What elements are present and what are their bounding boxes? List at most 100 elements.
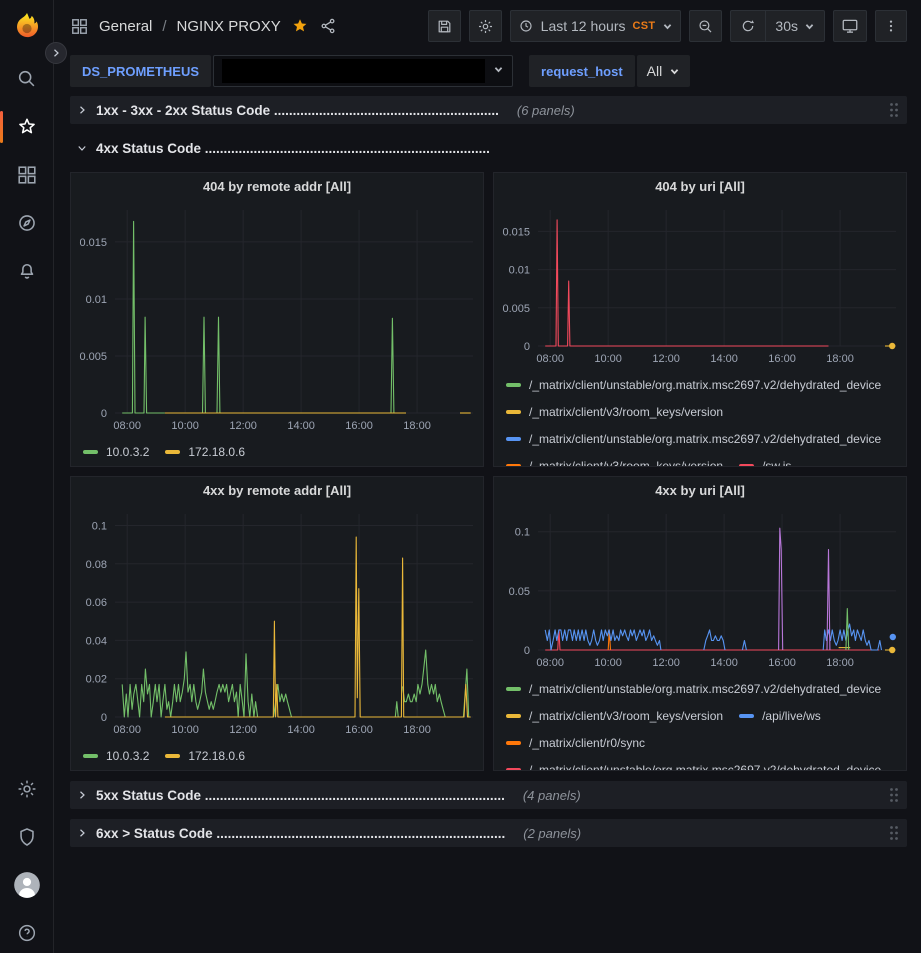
breadcrumb-dashboard-title[interactable]: NGINX PROXY — [176, 17, 281, 35]
sidebar-item-profile[interactable] — [7, 865, 47, 905]
sidebar-item-starred[interactable] — [0, 107, 47, 147]
row-panel-count: (4 panels) — [522, 787, 581, 803]
bell-icon — [20, 263, 33, 279]
svg-text:08:00: 08:00 — [113, 724, 141, 736]
legend-label: /_matrix/client/unstable/org.matrix.msc2… — [529, 681, 882, 696]
sidebar-nav-top — [0, 59, 47, 291]
legend-item[interactable]: /sw.js — [739, 459, 791, 466]
legend-item[interactable]: 10.0.3.2 — [83, 749, 149, 763]
star-icon — [18, 118, 35, 134]
chevron-down-icon — [805, 23, 814, 29]
share-icon[interactable] — [319, 17, 337, 35]
panel-404-by-remote-addr: 404 by remote addr [All] 08:00 10:00 12:00 1… — [70, 172, 484, 467]
variable-label-request-host: request_host — [529, 55, 635, 87]
chart-canvas[interactable]: 08:00 10:00 12:00 14:00 16:00 18:00 0 0.005 0.01… — [71, 201, 483, 436]
legend-item[interactable]: /_matrix/client/unstable/org.matrix.msc2… — [506, 378, 881, 392]
svg-text:0: 0 — [524, 645, 530, 657]
row-title: 1xx - 3xx - 2xx Status Code ............… — [96, 102, 499, 118]
drag-handle-icon[interactable] — [889, 102, 899, 118]
svg-text:0.08: 0.08 — [86, 559, 107, 571]
save-icon — [438, 20, 451, 32]
legend-row: /_matrix/client/unstable/org.matrix.msc2… — [506, 756, 898, 770]
row-title: 5xx Status Code ........................… — [96, 787, 505, 803]
panel-title[interactable]: 404 by remote addr [All] — [202, 179, 352, 194]
legend-swatch — [165, 753, 181, 758]
refresh-interval-label: 30s — [775, 18, 798, 34]
sidebar-item-server-admin[interactable] — [7, 817, 47, 857]
svg-text:0.06: 0.06 — [86, 597, 107, 609]
row-title: 6xx > Status Code ......................… — [96, 825, 506, 841]
legend-label: /_matrix/client/v3/room_keys/version — [529, 708, 724, 723]
panel-title[interactable]: 4xx by remote addr [All] — [202, 483, 352, 498]
more-options-button[interactable] — [875, 10, 907, 42]
top-navbar: General / NGINX PROXY Last 12 hours CST — [54, 0, 921, 52]
legend-item[interactable]: 172.18.0.6 — [165, 445, 245, 459]
dashboard-row-5xx[interactable]: 5xx Status Code ........................… — [70, 781, 907, 809]
legend-swatch — [739, 463, 755, 466]
sidebar-item-configuration[interactable] — [7, 769, 47, 809]
dashboard-grid-icon[interactable] — [70, 17, 89, 36]
sidebar-item-search[interactable] — [7, 59, 47, 99]
legend-item[interactable]: 172.18.0.6 — [165, 749, 245, 763]
legend-item[interactable]: /_matrix/client/unstable/org.matrix.msc2… — [506, 763, 881, 770]
legend-item[interactable]: /_matrix/client/unstable/org.matrix.msc2… — [506, 682, 881, 696]
sidebar-item-dashboards[interactable] — [7, 155, 47, 195]
chart-canvas[interactable]: 08:00 10:00 12:00 14:00 16:00 18:00 0 0.02 0.04 0… — [71, 505, 483, 740]
legend-label: /_matrix/client/v3/room_keys/version — [529, 404, 724, 419]
panel-legend: /_matrix/client/unstable/org.matrix.msc2… — [494, 673, 906, 770]
redacted-value — [222, 59, 486, 83]
question-circle-icon — [18, 924, 35, 942]
legend-swatch — [506, 436, 521, 441]
legend-swatch — [506, 409, 521, 414]
legend-item[interactable]: /_matrix/client/v3/room_keys/version — [506, 709, 723, 723]
drag-handle-icon[interactable] — [889, 825, 899, 841]
refresh-button[interactable] — [731, 11, 765, 41]
favorite-star-icon[interactable] — [291, 17, 309, 35]
breadcrumb-folder[interactable]: General — [99, 17, 153, 35]
svg-text:0.015: 0.015 — [79, 237, 107, 249]
chart-canvas[interactable]: 08:00 10:00 12:00 14:00 16:00 18:00 0 0.05 0.1 — [494, 505, 906, 673]
grafana-logo[interactable] — [8, 8, 46, 46]
save-dashboard-button[interactable] — [427, 10, 461, 42]
legend-row: 10.0.3.2 172.18.0.6 — [83, 742, 475, 769]
dashboard-row-1xx-3xx-2xx[interactable]: 1xx - 3xx - 2xx Status Code ............… — [70, 96, 907, 124]
sidebar-item-alerting[interactable] — [7, 251, 47, 291]
svg-text:0: 0 — [524, 341, 530, 353]
sidebar-expand-button[interactable] — [45, 42, 67, 64]
refresh-interval-dropdown[interactable]: 30s — [766, 11, 824, 41]
shield-icon — [19, 828, 34, 846]
sidebar-item-explore[interactable] — [7, 203, 47, 243]
zoom-out-icon — [699, 19, 712, 32]
svg-text:0.05: 0.05 — [509, 586, 530, 598]
svg-text:08:00: 08:00 — [536, 353, 564, 365]
tv-mode-button[interactable] — [833, 10, 867, 42]
svg-text:16:00: 16:00 — [345, 724, 373, 736]
panel-legend: 10.0.3.2 172.18.0.6 — [71, 740, 483, 770]
dashboard-row-6xx[interactable]: 6xx > Status Code ......................… — [70, 819, 907, 847]
time-range-picker[interactable]: Last 12 hours CST — [509, 10, 682, 42]
chart-canvas[interactable]: 08:00 10:00 12:00 14:00 16:00 18:00 0 0.005 0.01… — [494, 201, 906, 369]
svg-text:0.1: 0.1 — [92, 520, 107, 532]
panel-404-by-uri: 404 by uri [All] 08:00 10:00 12:00 14:00 16:0… — [493, 172, 907, 467]
legend-item[interactable]: /_matrix/client/v3/room_keys/version — [506, 405, 723, 419]
legend-label: /_matrix/client/r0/sync — [529, 735, 646, 750]
grid-icon — [17, 166, 36, 184]
panel-title[interactable]: 404 by uri [All] — [655, 179, 745, 194]
dashboard-settings-button[interactable] — [468, 10, 502, 42]
legend-item[interactable]: 10.0.3.2 — [83, 445, 149, 459]
time-range-label: Last 12 hours — [540, 18, 626, 34]
request-host-select[interactable]: All — [636, 55, 691, 87]
svg-text:14:00: 14:00 — [710, 353, 738, 365]
drag-handle-icon[interactable] — [889, 787, 899, 803]
panel-4xx-by-uri: 4xx by uri [All] 08:00 10:00 12:00 14:00 16:0… — [493, 476, 907, 771]
panel-title[interactable]: 4xx by uri [All] — [655, 483, 745, 498]
datasource-select[interactable] — [213, 55, 514, 87]
legend-item[interactable]: /_matrix/client/v3/room_keys/version — [506, 459, 723, 466]
sidebar-item-help[interactable] — [7, 913, 47, 953]
legend-item[interactable]: /_matrix/client/unstable/org.matrix.msc2… — [506, 432, 881, 446]
row-panel-count: (6 panels) — [516, 102, 575, 118]
dashboard-row-4xx[interactable]: 4xx Status Code ........................… — [70, 134, 907, 162]
legend-item[interactable]: /api/live/ws — [739, 709, 821, 723]
zoom-out-time-button[interactable] — [689, 10, 723, 42]
legend-item[interactable]: /_matrix/client/r0/sync — [506, 736, 645, 750]
